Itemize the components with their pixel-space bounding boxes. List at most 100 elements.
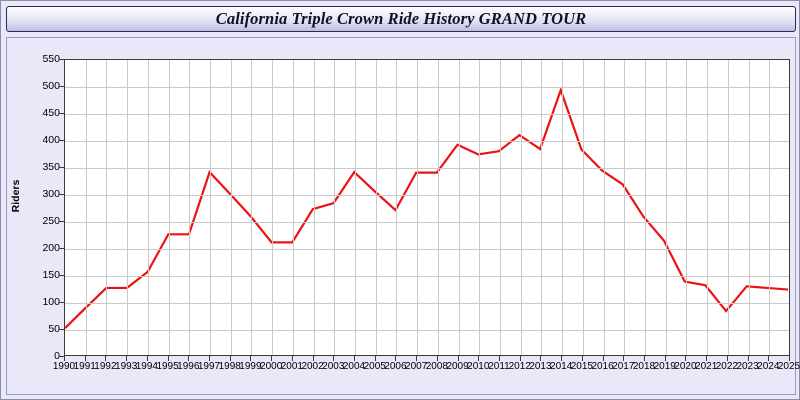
x-axis-tick-label: 1995 (156, 361, 179, 372)
gridline-vertical (376, 60, 377, 355)
gridline-vertical (231, 60, 232, 355)
x-axis-tick-mark (520, 356, 521, 361)
x-axis-tick-mark (706, 356, 707, 361)
x-axis-tick-label: 1997 (197, 361, 221, 372)
y-axis-tick-label: 450 (42, 107, 60, 119)
y-axis-tick-mark (59, 59, 64, 60)
gridline-vertical (707, 60, 708, 355)
y-axis-tick-mark (59, 86, 64, 87)
gridline-horizontal (65, 168, 789, 169)
y-axis-tick-mark (59, 194, 64, 195)
x-axis-tick-mark (147, 356, 148, 361)
x-axis-tick-mark (685, 356, 686, 361)
gridline-horizontal (65, 195, 789, 196)
gridline-vertical (148, 60, 149, 355)
gridline-vertical (541, 60, 542, 355)
x-axis-tick-label: 2001 (280, 361, 303, 372)
x-axis-tick-label: 1998 (218, 361, 241, 372)
x-axis-tick-label: 2025 (777, 361, 800, 372)
y-axis-tick-label: 0 (54, 350, 60, 362)
x-axis-tick-mark (375, 356, 376, 361)
gridline-horizontal (65, 249, 789, 250)
y-axis-tick-mark (59, 167, 64, 168)
x-axis-tick-label: 2020 (674, 361, 697, 372)
x-axis-tick-mark (665, 356, 666, 361)
x-axis-tick-label: 1993 (115, 361, 138, 372)
x-axis-tick-mark (105, 356, 106, 361)
x-axis-tick-mark (354, 356, 355, 361)
gridline-horizontal (65, 330, 789, 331)
x-axis-tick-label: 2010 (467, 361, 490, 372)
gridline-vertical (293, 60, 294, 355)
x-axis-tick-label: 1996 (177, 361, 200, 372)
gridline-vertical (583, 60, 584, 355)
x-axis-tick-mark (603, 356, 604, 361)
x-axis-tick-mark (437, 356, 438, 361)
page-title: California Triple Crown Ride History GRA… (215, 9, 587, 28)
gridline-vertical (127, 60, 128, 355)
y-axis-tick-mark (59, 113, 64, 114)
x-axis-tick-mark (478, 356, 479, 361)
gridline-vertical (417, 60, 418, 355)
x-axis-tick-mark (789, 356, 790, 361)
gridline-vertical (479, 60, 480, 355)
gridline-vertical (749, 60, 750, 355)
gridline-vertical (438, 60, 439, 355)
gridline-vertical (562, 60, 563, 355)
y-axis-tick-label: 300 (42, 188, 60, 200)
gridline-vertical (272, 60, 273, 355)
x-axis-tick-label: 2015 (570, 361, 593, 372)
gridline-vertical (769, 60, 770, 355)
y-axis-tick-mark (59, 275, 64, 276)
x-axis-tick-mark (748, 356, 749, 361)
y-axis-tick-label: 250 (42, 215, 60, 227)
x-axis-tick-label: 2016 (591, 361, 614, 372)
x-axis-tick-mark (250, 356, 251, 361)
x-axis-tick-mark (416, 356, 417, 361)
gridline-vertical (314, 60, 315, 355)
gridline-vertical (500, 60, 501, 355)
y-axis-tick-label: 150 (42, 269, 60, 281)
y-axis-tick-label: 550 (42, 53, 60, 65)
y-axis-tick-label: 400 (42, 134, 60, 146)
x-axis-tick-mark (561, 356, 562, 361)
x-axis-tick-label: 2004 (342, 361, 366, 372)
gridline-vertical (686, 60, 687, 355)
gridline-horizontal (65, 87, 789, 88)
x-axis-tick-label: 2007 (405, 361, 428, 372)
y-axis-tick-mark (59, 329, 64, 330)
x-axis-tick-label: 2019 (653, 361, 676, 372)
x-axis-tick-label: 2002 (301, 361, 324, 372)
gridline-vertical (666, 60, 667, 355)
gridline-horizontal (65, 141, 789, 142)
gridline-vertical (604, 60, 605, 355)
x-axis-tick-mark (313, 356, 314, 361)
y-axis-tick-mark (59, 356, 64, 357)
x-axis-tick-label: 1990 (52, 361, 76, 372)
x-axis-tick-label: 2013 (529, 361, 552, 372)
y-axis-tick-label: 350 (42, 161, 60, 173)
x-axis-tick-mark (230, 356, 231, 361)
gridline-vertical (86, 60, 87, 355)
gridline-horizontal (65, 303, 789, 304)
y-axis-tick-mark (59, 140, 64, 141)
x-axis-tick-mark (333, 356, 334, 361)
y-axis-tick-mark (59, 248, 64, 249)
x-axis-ticks: 1990 1991 1992 1993 1994 1995 1996 1997 1998 1999… (7, 356, 800, 386)
x-axis-tick-mark (644, 356, 645, 361)
y-axis-tick-label: 100 (42, 296, 60, 308)
x-axis-tick-mark (271, 356, 272, 361)
x-axis-tick-mark (768, 356, 769, 361)
x-axis-tick-label: 2018 (632, 361, 656, 372)
y-axis-ticks: 0 50 100 150 200 250 300 350 400 450 500 550 (20, 38, 60, 396)
x-axis-tick-mark (582, 356, 583, 361)
x-axis-tick-mark (64, 356, 65, 361)
x-axis-tick-label: 2021 (695, 361, 718, 372)
x-axis-tick-mark (623, 356, 624, 361)
gridline-vertical (106, 60, 107, 355)
x-axis-tick-label: 2005 (363, 361, 386, 372)
x-axis-tick-label: 2009 (446, 361, 469, 372)
x-axis-tick-label: 2003 (322, 361, 345, 372)
x-axis-tick-mark (727, 356, 728, 361)
